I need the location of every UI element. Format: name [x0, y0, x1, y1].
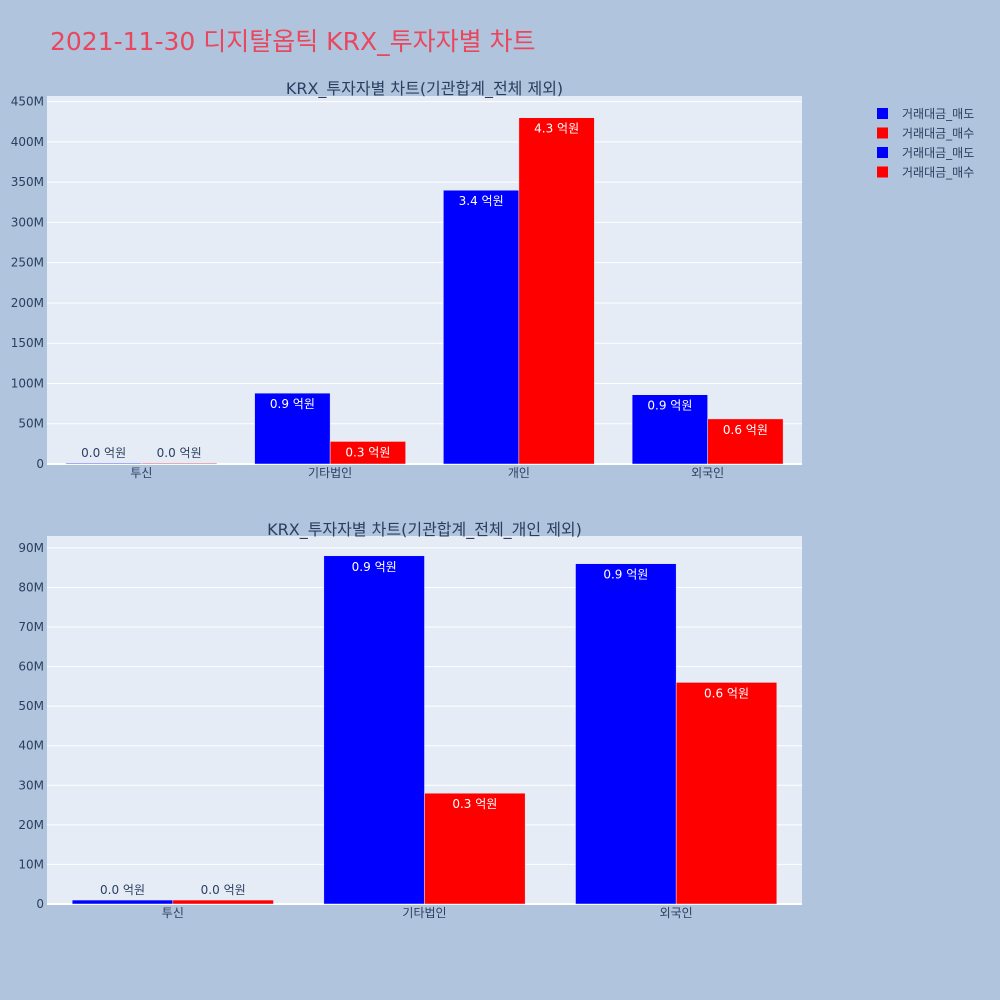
bar[interactable]: [631, 394, 708, 465]
data-label: 4.3 억원: [534, 122, 579, 136]
legend-label[interactable]: 거래대금_매수: [902, 166, 974, 180]
y-tick-label: 50M: [18, 417, 44, 431]
y-tick-label: 20M: [18, 818, 44, 832]
bar[interactable]: [575, 563, 677, 905]
x-tick-label: 투신: [130, 466, 152, 480]
data-label: 0.3 억원: [345, 445, 390, 459]
bar[interactable]: [323, 555, 425, 905]
legend-swatch[interactable]: [877, 147, 888, 158]
data-label: 0.9 억원: [647, 399, 692, 413]
y-tick-label: 10M: [18, 857, 44, 871]
data-label: 3.4 억원: [459, 194, 504, 208]
y-tick-label: 70M: [18, 620, 44, 634]
legend-label[interactable]: 거래대금_매수: [902, 127, 974, 141]
y-tick-label: 0: [36, 457, 44, 471]
bar[interactable]: [675, 682, 778, 905]
bar[interactable]: [254, 392, 331, 465]
data-label: 0.9 억원: [270, 397, 315, 411]
y-tick-label: 40M: [18, 739, 44, 753]
y-tick-label: 300M: [11, 215, 44, 229]
data-label: 0.6 억원: [723, 423, 768, 437]
data-label: 0.3 억원: [452, 797, 497, 811]
data-label: 0.0 억원: [100, 883, 145, 897]
y-tick-label: 400M: [11, 135, 44, 149]
y-tick-label: 100M: [11, 376, 44, 390]
y-tick-label: 150M: [11, 336, 44, 350]
data-label: 0.0 억원: [81, 446, 126, 460]
chart-2: 0 10M 20M 30M 40M 50M 60M 70M 80M 90M KRX_투자자별 차트(…: [18, 520, 802, 920]
y-tick-label: 30M: [18, 778, 44, 792]
bar[interactable]: [71, 899, 174, 905]
bar[interactable]: [707, 418, 784, 465]
y-tick-label: 350M: [11, 175, 44, 189]
bar[interactable]: [65, 462, 142, 465]
x-tick-label: 기타법인: [308, 466, 352, 480]
y-tick-label: 200M: [11, 296, 44, 310]
data-label: 0.0 억원: [157, 446, 202, 460]
legend-label[interactable]: 거래대금_매도: [902, 146, 974, 160]
x-tick-label: 기타법인: [402, 906, 446, 920]
data-label: 0.9 억원: [352, 560, 397, 574]
data-label: 0.0 억원: [201, 883, 246, 897]
bar[interactable]: [329, 441, 406, 465]
y-tick-label: 60M: [18, 660, 44, 674]
bar[interactable]: [141, 462, 218, 465]
bar[interactable]: [443, 189, 520, 465]
y-tick-label: 450M: [11, 95, 44, 109]
chart-1: 0 50M 100M 150M 200M 250M 300M 350M 400M 450M KRX_…: [11, 79, 802, 480]
page-title: 2021-11-30 디지탈옵틱 KRX_투자자별 차트: [50, 27, 536, 56]
y-tick-label: 250M: [11, 256, 44, 270]
y-tick-label: 50M: [18, 699, 44, 713]
bar[interactable]: [172, 899, 274, 905]
x-tick-label: 외국인: [660, 906, 693, 920]
y-tick-label: 0: [36, 897, 44, 911]
bar[interactable]: [518, 117, 595, 465]
x-tick-label: 투신: [162, 906, 184, 920]
legend-swatch[interactable]: [877, 108, 888, 119]
data-label: 0.6 억원: [704, 686, 749, 700]
legend-label[interactable]: 거래대금_매도: [902, 107, 974, 121]
legend-swatch[interactable]: [877, 166, 888, 178]
chart-title: KRX_투자자별 차트(기관합계_전체 제외): [286, 79, 563, 99]
y-tick-label: 90M: [18, 541, 44, 555]
x-tick-label: 외국인: [691, 466, 724, 480]
legend-swatch[interactable]: [877, 127, 888, 139]
bar[interactable]: [424, 792, 526, 905]
chart-title: KRX_투자자별 차트(기관합계_전체_개인 제외): [267, 520, 582, 540]
data-label: 0.9 억원: [603, 568, 648, 582]
x-tick-label: 개인: [508, 466, 530, 480]
y-tick-label: 80M: [18, 580, 44, 594]
